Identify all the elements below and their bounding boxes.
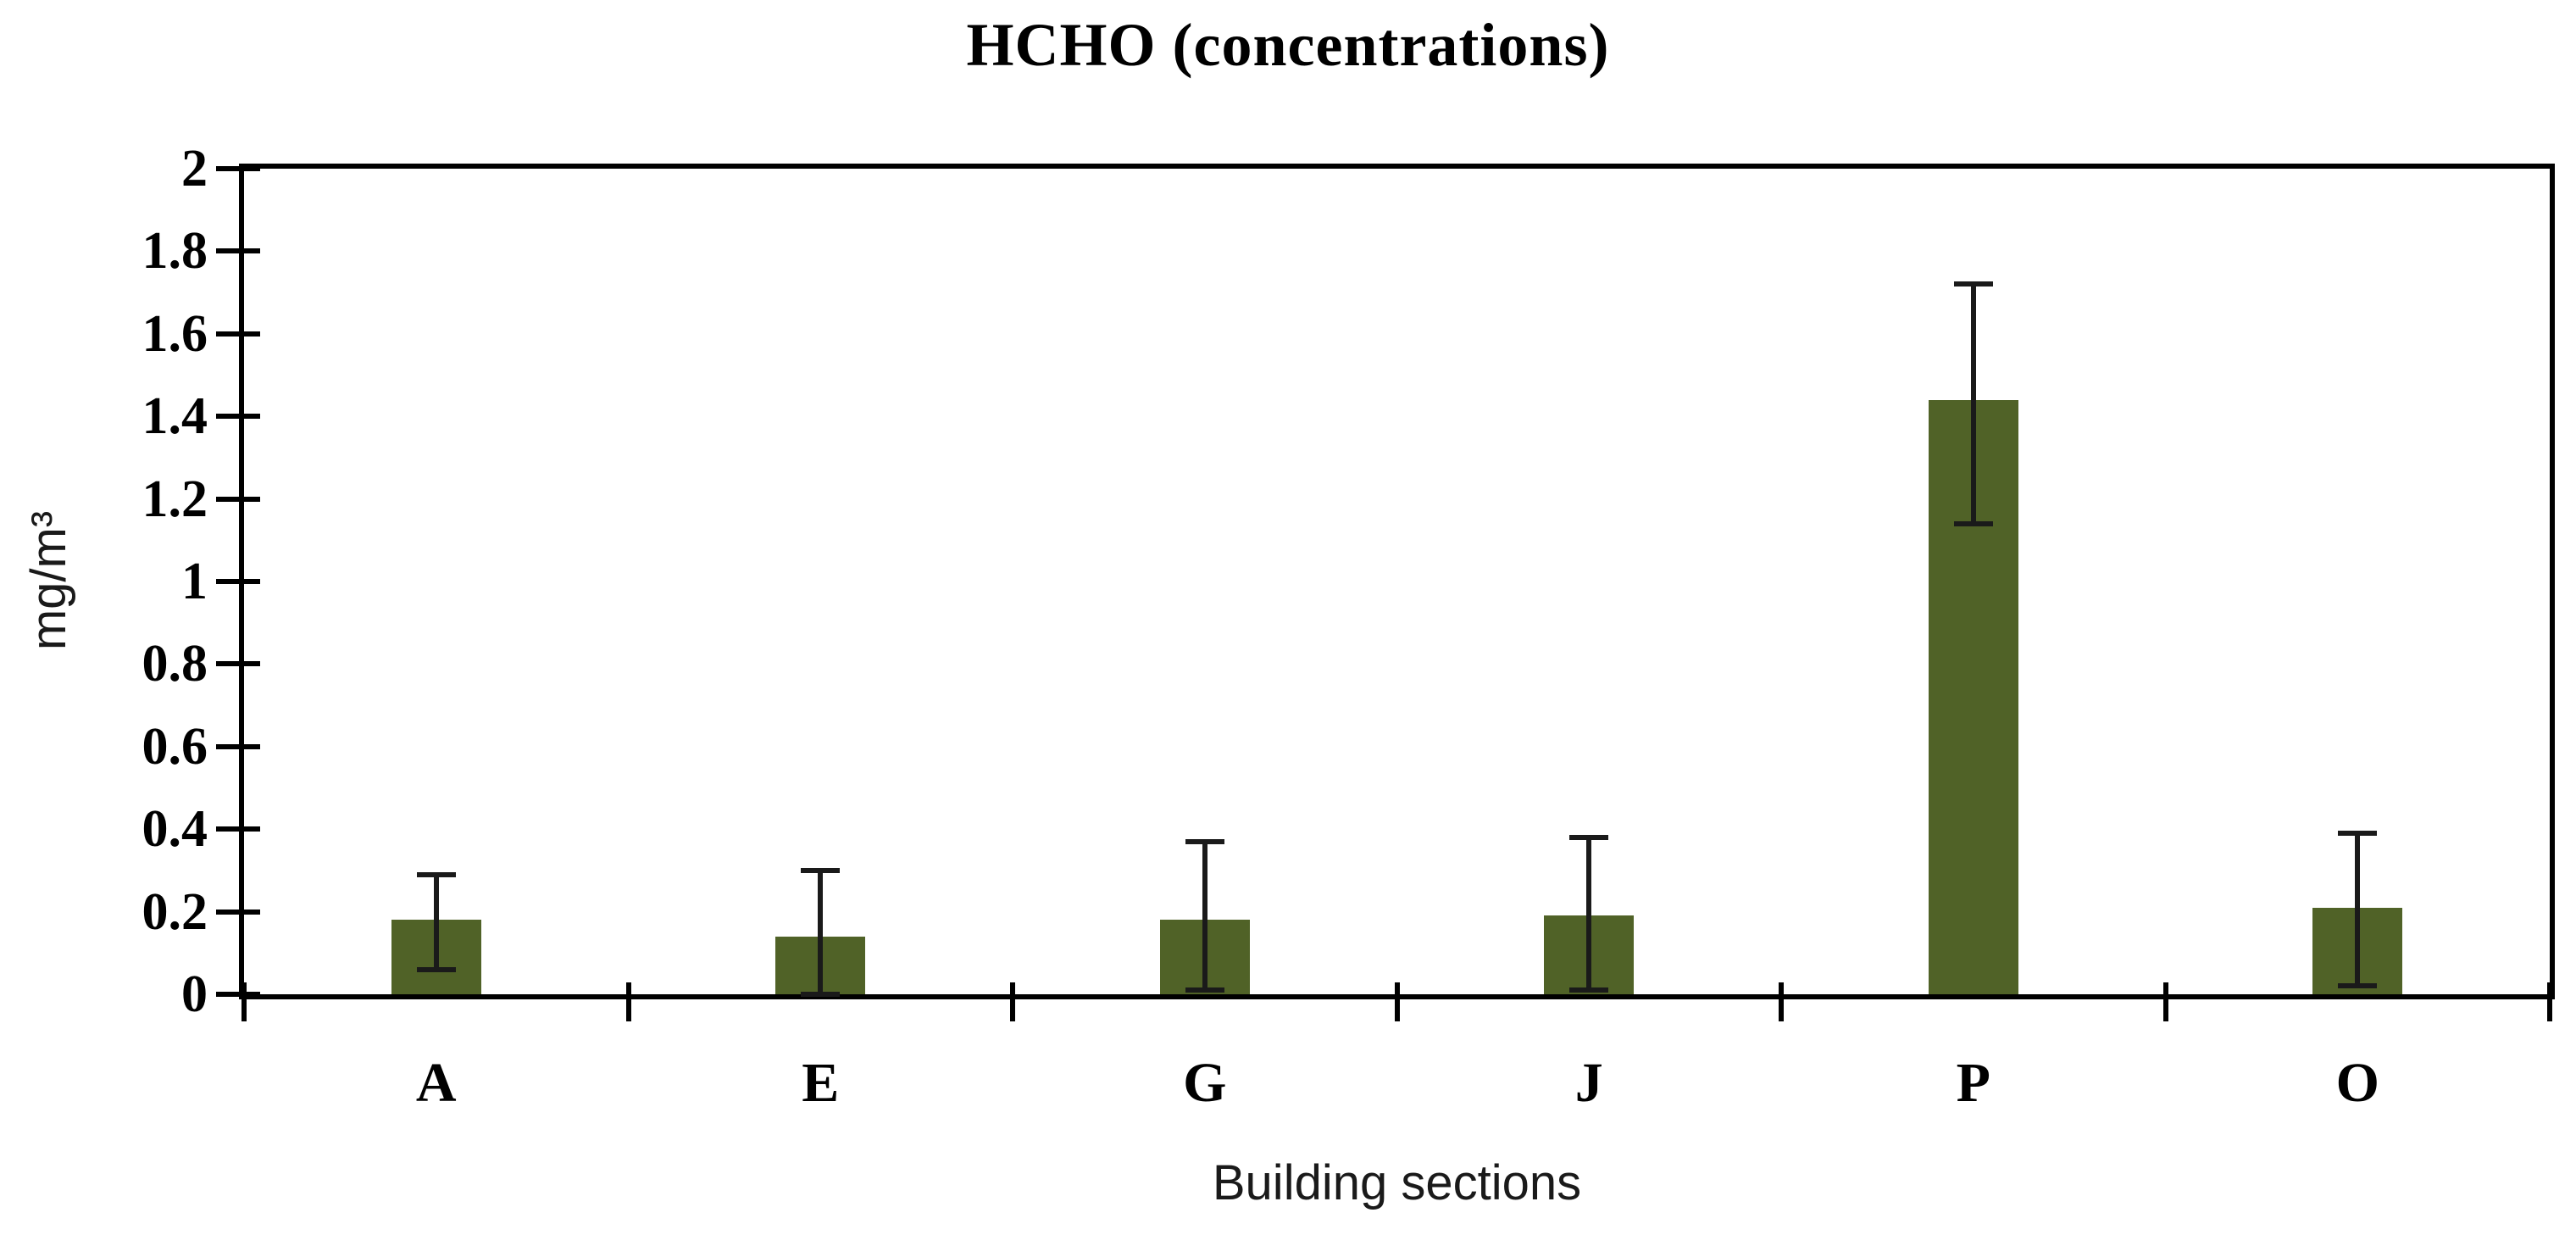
y-tick-label: 1.4 xyxy=(142,387,208,446)
y-tick-label: 2 xyxy=(181,140,208,197)
y-tick-label: 1.2 xyxy=(142,470,208,528)
x-axis-tick xyxy=(2162,982,2168,1021)
y-axis-tick xyxy=(216,992,260,997)
x-axis-tick xyxy=(242,982,247,1021)
x-axis-title: Building sections xyxy=(1212,1155,1582,1210)
y-axis-tick xyxy=(216,414,260,420)
error-bar-cap-top-O xyxy=(2338,831,2378,837)
y-tick-label: 1.6 xyxy=(142,304,208,363)
error-bar-line-O xyxy=(2355,833,2361,987)
x-category-label-G: G xyxy=(1183,1052,1227,1114)
error-bar-cap-bottom-O xyxy=(2338,983,2378,989)
x-category-label-P: P xyxy=(1956,1052,1990,1114)
error-bar-cap-bottom-J xyxy=(1569,987,1609,993)
error-bar-cap-top-J xyxy=(1569,834,1609,840)
y-axis-tick xyxy=(216,743,260,749)
y-tick-label: 0.2 xyxy=(142,882,208,941)
x-category-label-A: A xyxy=(415,1052,457,1114)
x-category-label-O: O xyxy=(2335,1052,2379,1114)
error-bar-cap-bottom-E xyxy=(801,992,841,997)
error-bar-cap-bottom-P xyxy=(1953,520,1993,526)
y-axis-tick xyxy=(216,661,260,667)
error-bar-cap-top-P xyxy=(1953,281,1993,287)
error-bar-cap-top-E xyxy=(801,867,841,873)
plot-area xyxy=(216,164,2555,1021)
x-category-label-E: E xyxy=(802,1052,840,1114)
y-axis-tick xyxy=(216,826,260,832)
y-tick-label: 0 xyxy=(181,965,208,1023)
y-axis-tick xyxy=(216,579,260,584)
x-axis-tick xyxy=(625,982,631,1021)
x-axis-tick xyxy=(2547,982,2552,1021)
y-axis-tick xyxy=(216,166,260,171)
x-axis-tick xyxy=(1779,982,1784,1021)
error-bar-cap-bottom-A xyxy=(416,966,456,972)
error-bar-line-P xyxy=(1970,284,1976,524)
y-tick-label: 1.8 xyxy=(142,222,208,281)
error-bar-cap-top-G xyxy=(1185,838,1224,844)
y-tick-label: 1 xyxy=(181,553,208,610)
error-bar-line-G xyxy=(1202,841,1208,991)
error-bar-cap-bottom-G xyxy=(1185,987,1224,993)
x-category-label-J: J xyxy=(1574,1052,1603,1114)
y-axis-tick xyxy=(216,496,260,502)
y-axis-tick xyxy=(216,909,260,915)
error-bar-line-E xyxy=(818,870,824,994)
y-axis-tick xyxy=(216,248,260,254)
y-tick-label: 0.4 xyxy=(142,800,208,859)
x-axis-tick xyxy=(1394,982,1400,1021)
y-axis-tick xyxy=(216,331,260,337)
x-axis-tick xyxy=(1010,982,1015,1021)
error-bar-line-A xyxy=(433,874,439,970)
error-bar-line-J xyxy=(1586,837,1592,991)
y-tick-label: 0.8 xyxy=(142,635,208,693)
chart-title: HCHO (concentrations) xyxy=(966,11,1610,79)
error-bar-cap-top-A xyxy=(416,871,456,877)
y-tick-label: 0.6 xyxy=(142,717,208,776)
